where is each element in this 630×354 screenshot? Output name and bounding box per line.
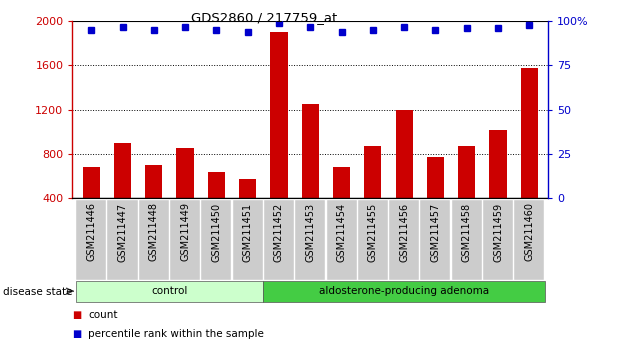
FancyBboxPatch shape: [483, 200, 513, 280]
Bar: [458, 146, 476, 198]
Bar: [83, 167, 100, 198]
Text: aldosterone-producing adenoma: aldosterone-producing adenoma: [319, 286, 490, 296]
Bar: [333, 167, 350, 198]
Bar: [396, 110, 413, 198]
FancyBboxPatch shape: [202, 200, 231, 280]
Text: GSM211458: GSM211458: [462, 202, 472, 262]
Text: GSM211457: GSM211457: [430, 202, 440, 262]
FancyBboxPatch shape: [389, 200, 419, 280]
Bar: [114, 143, 131, 198]
FancyBboxPatch shape: [295, 200, 325, 280]
FancyBboxPatch shape: [76, 200, 106, 280]
Text: GSM211452: GSM211452: [274, 202, 284, 262]
Bar: [145, 165, 163, 198]
Text: GSM211453: GSM211453: [306, 202, 315, 262]
Text: GDS2860 / 217759_at: GDS2860 / 217759_at: [192, 11, 338, 24]
Bar: [521, 68, 538, 198]
Text: percentile rank within the sample: percentile rank within the sample: [88, 329, 264, 339]
Text: GSM211451: GSM211451: [243, 202, 253, 262]
Bar: [239, 179, 256, 198]
Text: GSM211449: GSM211449: [180, 202, 190, 261]
Text: GSM211460: GSM211460: [524, 202, 534, 261]
FancyBboxPatch shape: [326, 200, 357, 280]
Bar: [208, 172, 225, 198]
FancyBboxPatch shape: [76, 281, 263, 302]
Text: GSM211450: GSM211450: [212, 202, 221, 262]
FancyBboxPatch shape: [452, 200, 482, 280]
Bar: [302, 104, 319, 198]
Text: GSM211446: GSM211446: [86, 202, 96, 261]
FancyBboxPatch shape: [263, 281, 545, 302]
Text: control: control: [151, 286, 188, 296]
Bar: [364, 146, 382, 198]
Bar: [270, 32, 287, 198]
FancyBboxPatch shape: [139, 200, 169, 280]
Text: disease state: disease state: [3, 287, 72, 297]
Bar: [427, 157, 444, 198]
FancyBboxPatch shape: [514, 200, 544, 280]
FancyBboxPatch shape: [264, 200, 294, 280]
FancyBboxPatch shape: [108, 200, 137, 280]
Text: GSM211456: GSM211456: [399, 202, 409, 262]
Text: GSM211454: GSM211454: [336, 202, 346, 262]
Text: GSM211459: GSM211459: [493, 202, 503, 262]
Text: GSM211455: GSM211455: [368, 202, 378, 262]
Bar: [490, 130, 507, 198]
Text: count: count: [88, 310, 118, 320]
Bar: [176, 148, 193, 198]
Text: ■: ■: [72, 329, 82, 339]
FancyBboxPatch shape: [358, 200, 388, 280]
FancyBboxPatch shape: [420, 200, 450, 280]
Text: GSM211447: GSM211447: [118, 202, 127, 262]
FancyBboxPatch shape: [170, 200, 200, 280]
FancyBboxPatch shape: [232, 200, 263, 280]
Text: ■: ■: [72, 310, 82, 320]
Text: GSM211448: GSM211448: [149, 202, 159, 261]
